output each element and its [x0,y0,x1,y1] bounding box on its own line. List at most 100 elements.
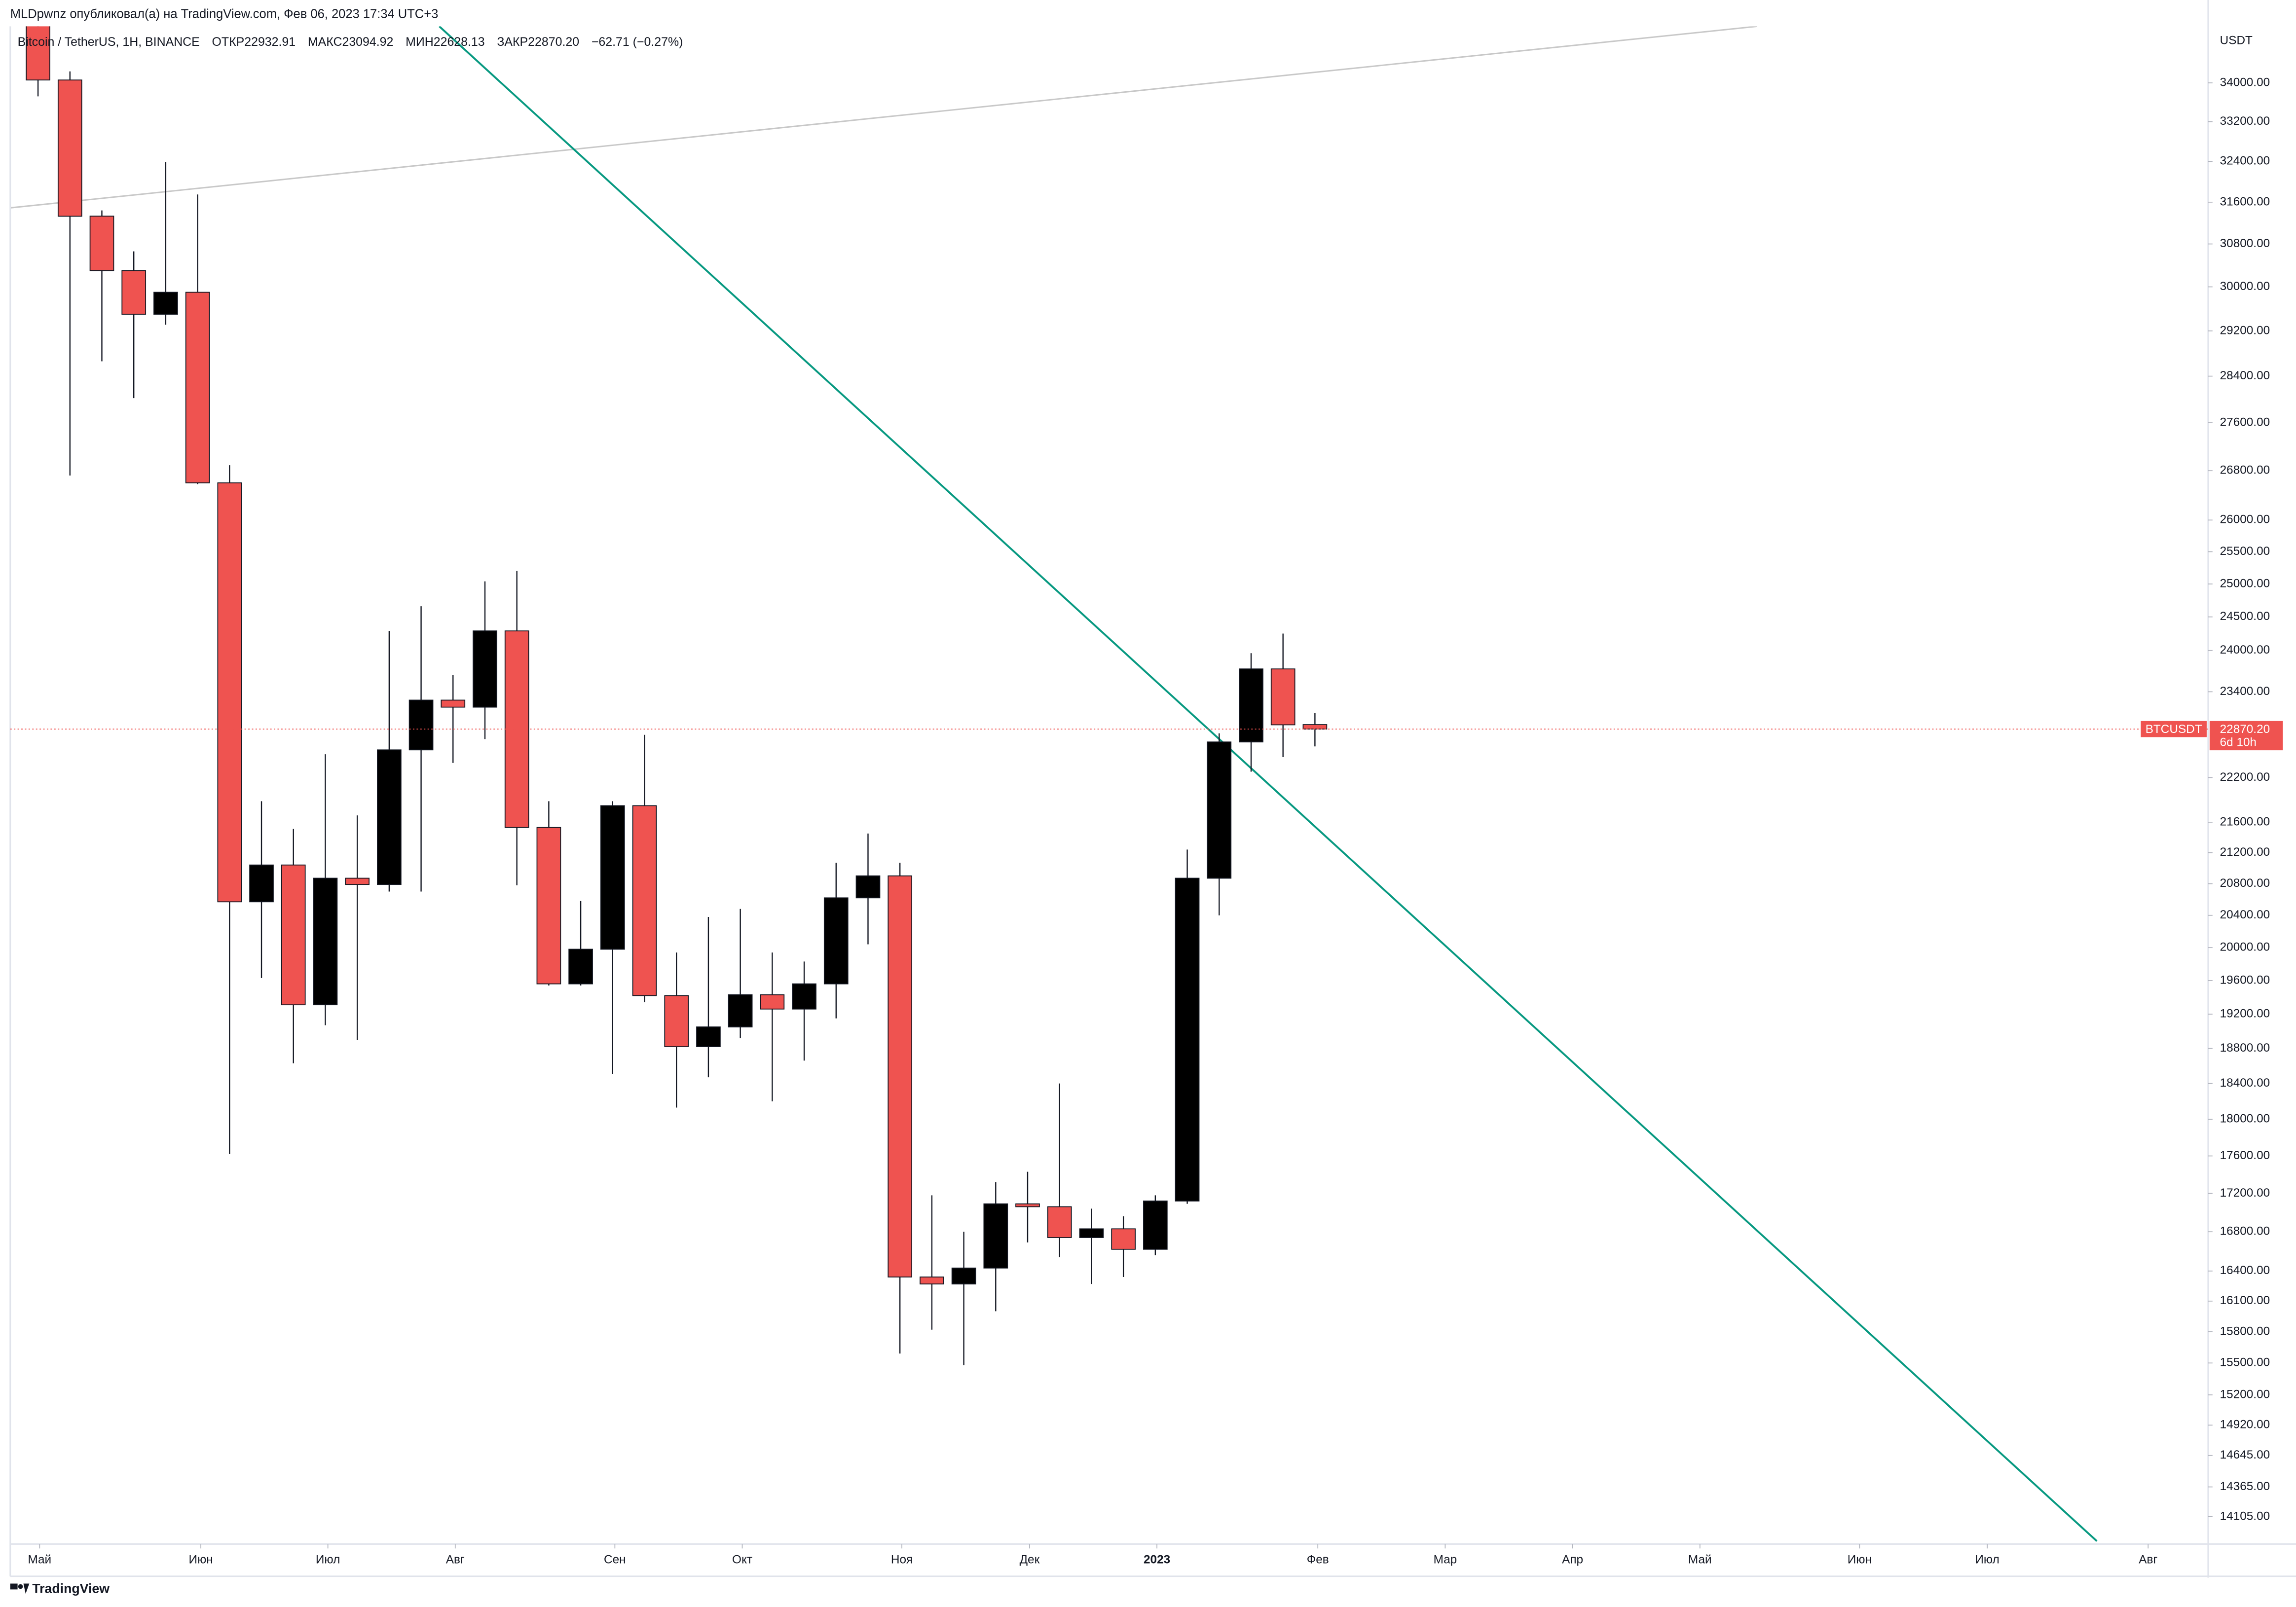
candle-body [696,1026,721,1047]
y-tick-label: 24500.00 [2220,610,2270,623]
y-tick-label: 21200.00 [2220,845,2270,859]
candle-body [1079,1228,1104,1238]
candle-body [728,994,753,1027]
brand-name: TradingView [32,1581,110,1596]
y-tick-label: 20400.00 [2220,908,2270,921]
legend-change: −62.71 (−0.27%) [592,35,683,49]
x-tick-label: Июн [188,1553,213,1566]
candle-body [473,630,497,708]
y-tick-label: 28400.00 [2220,369,2270,382]
candle-body [1270,668,1296,726]
drawings [10,26,2098,1542]
candle-body [760,994,785,1010]
y-tick-label: 23400.00 [2220,685,2270,698]
candle-body [1015,1203,1040,1207]
x-tick-label: Июл [316,1553,340,1566]
x-tick-label: Дек [1020,1553,1040,1566]
candle-body [951,1267,976,1285]
legend-low: МИН22628.13 [406,35,485,49]
candle-body [1239,668,1263,743]
y-tick-label: 26800.00 [2220,464,2270,477]
x-tick-label: Авг [446,1553,465,1566]
y-tick-label: 16100.00 [2220,1294,2270,1307]
y-tick-label: 24000.00 [2220,643,2270,657]
y-tick-label: 17200.00 [2220,1186,2270,1200]
candle-body [1111,1228,1136,1250]
brand-icon [10,1583,18,1590]
x-tick-label: Мар [1434,1553,1457,1566]
x-tick-label: Фев [1307,1553,1329,1566]
legend-close: ЗАКР22870.20 [497,35,579,49]
candle-body [121,270,147,315]
candle-body [441,699,466,708]
y-tick-label: 33200.00 [2220,114,2270,128]
y-tick-label: 26000.00 [2220,513,2270,526]
candle-body [345,877,370,885]
x-tick-label: Май [1688,1553,1712,1566]
candle-body [1175,877,1200,1202]
countdown-text: 6d 10h [2220,736,2257,749]
y-tick-label: 25000.00 [2220,577,2270,590]
candle-body [600,805,625,950]
y-tick-label: 29200.00 [2220,324,2270,337]
publisher-line: MLDpwnz опубликовал(а) на TradingView.co… [10,7,439,21]
symbol-tag [2141,721,2207,737]
candle-body [664,995,689,1047]
brand: TradingView [10,1581,110,1596]
candle-body [1207,741,1232,879]
candle-body [888,875,913,1278]
legend-high: МАКС23094.92 [308,35,393,49]
candle-body [536,827,561,985]
y-tick-label: 18800.00 [2220,1041,2270,1055]
y-tick-label: 20800.00 [2220,877,2270,890]
candle-body [26,26,50,81]
y-tick-label: 17600.00 [2220,1149,2270,1162]
y-tick-label: 22200.00 [2220,770,2270,784]
y-tick-label: 14365.00 [2220,1480,2270,1493]
candle-body [249,864,274,903]
candle-body [823,897,849,985]
brand-icon-tail [23,1583,30,1594]
y-tick-label: 31600.00 [2220,195,2270,208]
y-tick-label: 30800.00 [2220,237,2270,250]
price-tag [2209,721,2283,751]
x-tick-label: Апр [1562,1553,1583,1566]
y-tick-label: 16400.00 [2220,1264,2270,1277]
x-tick-label: Ноя [891,1553,913,1566]
candle-body [408,699,434,751]
x-tick-label: Июл [1975,1553,1999,1566]
y-tick-label: 19200.00 [2220,1007,2270,1020]
y-tick-label: 14105.00 [2220,1509,2270,1523]
candle-body [792,983,816,1010]
candle-body [153,292,178,315]
x-tick-label: Сен [604,1553,626,1566]
symbol-tag-text: BTCUSDT [2146,723,2202,736]
x-tick-label: 2023 [1144,1553,1170,1566]
symbol-legend: Bitcoin / TetherUS, 1Н, BINANCE ОТКР2293… [18,35,683,49]
candle-body [855,875,881,899]
price-tag-text: 22870.20 [2220,723,2270,736]
candle-body [632,805,657,996]
candle-body [568,949,593,985]
candle-body [185,292,210,483]
candle-body [313,877,338,1006]
candle-body [1143,1200,1168,1250]
y-tick-label: 32400.00 [2220,154,2270,168]
y-tick-label: 27600.00 [2220,415,2270,429]
y-tick-label: 14645.00 [2220,1448,2270,1461]
x-tick-label: Авг [2139,1553,2157,1566]
y-tick-label: 15200.00 [2220,1388,2270,1401]
candle-body [57,79,82,217]
x-tick-label: Май [28,1553,51,1566]
symbol-title: Bitcoin / TetherUS, 1Н, BINANCE [18,35,200,49]
legend-open: ОТКР22932.91 [212,35,296,49]
y-tick-label: 19600.00 [2220,973,2270,986]
candle-body [983,1203,1008,1269]
x-tick-label: Окт [732,1553,752,1566]
y-tick-label: 18000.00 [2220,1112,2270,1126]
candle-body [217,482,242,903]
candle-body [281,864,306,1006]
